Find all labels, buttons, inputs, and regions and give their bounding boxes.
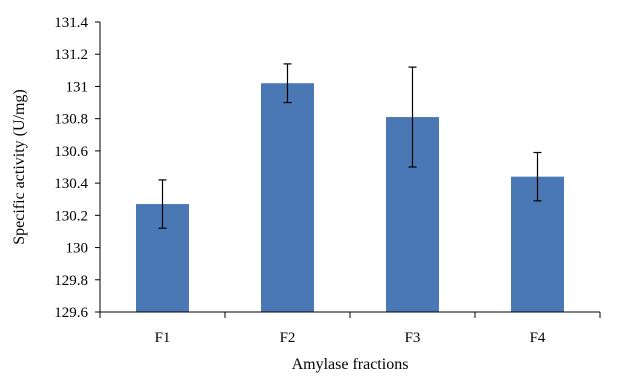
y-tick-label: 130.2 bbox=[54, 208, 88, 224]
x-tick-label: F4 bbox=[530, 330, 546, 346]
error-bars-group bbox=[158, 63, 542, 229]
y-tick-label: 131.2 bbox=[54, 47, 88, 63]
bars-group bbox=[136, 83, 564, 312]
y-tick-label: 130.4 bbox=[54, 176, 88, 192]
x-tick-label: F3 bbox=[405, 330, 421, 346]
x-tick-label: F1 bbox=[155, 330, 171, 346]
y-tick-label: 129.8 bbox=[54, 273, 88, 289]
y-axis-ticks: 129.6 129.8 130 130.2 130.4 130.6 130.8 131 131.… bbox=[54, 15, 100, 321]
y-tick-label: 130.8 bbox=[54, 112, 88, 128]
y-tick-label: 131.4 bbox=[54, 15, 88, 31]
y-tick-label: 130.6 bbox=[54, 144, 88, 160]
y-tick-label: 130 bbox=[66, 241, 89, 257]
x-axis-ticks: F1 F2 F3 F4 bbox=[99, 312, 601, 346]
bar-f2 bbox=[261, 83, 314, 312]
x-axis-title: Amylase fractions bbox=[292, 356, 409, 373]
y-tick-label: 131 bbox=[66, 79, 89, 95]
x-tick-label: F2 bbox=[280, 330, 296, 346]
y-tick-label: 129.6 bbox=[54, 305, 88, 321]
y-axis-title: Specific activity (U/mg) bbox=[11, 89, 28, 245]
